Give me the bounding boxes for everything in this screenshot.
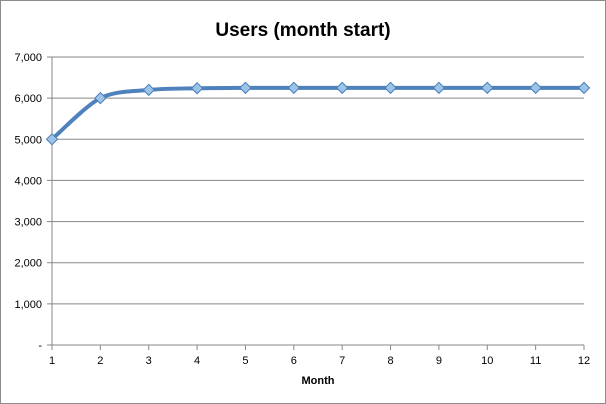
x-tick-label: 1 xyxy=(49,355,55,367)
x-axis-ticks: 1 2 3 4 5 6 7 8 9 10 11 12 xyxy=(49,355,590,367)
series-line xyxy=(52,88,584,139)
x-tick-label: 2 xyxy=(97,355,103,367)
series-group xyxy=(47,82,590,144)
x-tick-label: 8 xyxy=(387,355,393,367)
chart-title: Users (month start) xyxy=(215,20,390,41)
x-tick-label: 7 xyxy=(339,355,345,367)
x-tick-label: 5 xyxy=(242,355,248,367)
data-point xyxy=(385,82,396,93)
y-tick-label: 1,000 xyxy=(14,299,42,311)
y-tick-label: 3,000 xyxy=(14,217,42,229)
data-point xyxy=(482,82,493,93)
data-point xyxy=(337,82,348,93)
y-tick-label: 6,000 xyxy=(14,93,42,105)
y-axis-ticks: - 1,000 2,000 3,000 4,000 5,000 6,000 7,000 xyxy=(14,52,42,352)
y-tick-label: - xyxy=(38,340,42,352)
gridlines xyxy=(52,57,584,304)
x-tick-label: 6 xyxy=(291,355,297,367)
y-tick-label: 2,000 xyxy=(14,258,42,270)
x-tick-label: 9 xyxy=(436,355,442,367)
data-point xyxy=(433,82,444,93)
y-tick-label: 4,000 xyxy=(14,175,42,187)
x-tick-label: 12 xyxy=(578,355,590,367)
axes xyxy=(47,57,584,350)
x-axis-title: Month xyxy=(302,375,335,387)
y-tick-label: 5,000 xyxy=(14,134,42,146)
data-point xyxy=(579,82,590,93)
x-tick-label: 4 xyxy=(194,355,200,367)
y-tick-label: 7,000 xyxy=(14,52,42,64)
x-tick-label: 10 xyxy=(481,355,493,367)
data-point xyxy=(240,82,251,93)
x-tick-label: 3 xyxy=(146,355,152,367)
data-point xyxy=(288,82,299,93)
data-point xyxy=(192,83,203,94)
data-point xyxy=(530,82,541,93)
x-tick-label: 11 xyxy=(530,355,541,367)
data-point xyxy=(143,84,154,95)
